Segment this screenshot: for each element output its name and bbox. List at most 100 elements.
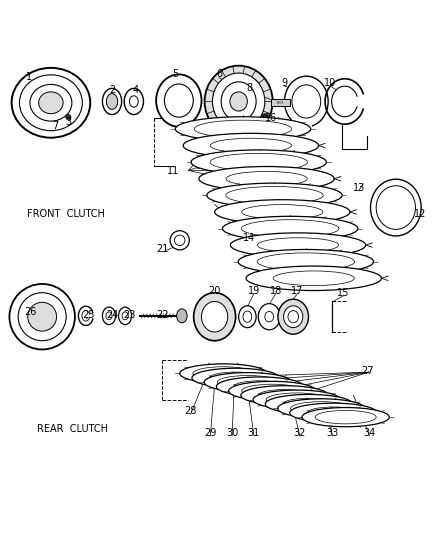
Ellipse shape — [217, 375, 279, 389]
Text: 13: 13 — [353, 183, 365, 193]
Ellipse shape — [253, 390, 340, 409]
Ellipse shape — [175, 117, 311, 141]
Text: 1: 1 — [26, 71, 32, 82]
Ellipse shape — [265, 394, 353, 414]
Ellipse shape — [106, 94, 118, 109]
Ellipse shape — [258, 304, 280, 330]
Text: 2: 2 — [109, 85, 115, 95]
Circle shape — [262, 114, 268, 120]
Text: 26: 26 — [24, 308, 36, 317]
Ellipse shape — [285, 76, 328, 127]
Ellipse shape — [229, 381, 316, 400]
Text: 32: 32 — [293, 429, 306, 438]
Ellipse shape — [156, 75, 201, 127]
Ellipse shape — [209, 372, 262, 384]
Ellipse shape — [164, 84, 193, 117]
Text: 22: 22 — [156, 310, 169, 319]
Ellipse shape — [246, 266, 381, 290]
Ellipse shape — [307, 407, 360, 418]
Ellipse shape — [239, 306, 256, 328]
Text: 29: 29 — [204, 429, 216, 438]
Ellipse shape — [207, 183, 342, 207]
Ellipse shape — [191, 150, 326, 174]
Ellipse shape — [180, 364, 267, 383]
Ellipse shape — [130, 96, 138, 107]
Text: 6: 6 — [216, 69, 222, 79]
Ellipse shape — [192, 368, 279, 387]
Ellipse shape — [216, 377, 304, 396]
Ellipse shape — [258, 238, 339, 253]
Text: 8: 8 — [247, 83, 253, 93]
Ellipse shape — [124, 88, 144, 115]
Ellipse shape — [19, 75, 82, 131]
Text: 15: 15 — [337, 288, 350, 298]
Ellipse shape — [258, 390, 311, 401]
Ellipse shape — [212, 73, 265, 130]
Text: 18: 18 — [270, 286, 282, 295]
Ellipse shape — [230, 233, 366, 257]
Ellipse shape — [183, 133, 318, 158]
Ellipse shape — [210, 154, 307, 171]
Ellipse shape — [273, 271, 354, 286]
Ellipse shape — [102, 307, 116, 325]
Ellipse shape — [12, 68, 90, 138]
Bar — [301, 122, 311, 129]
Ellipse shape — [205, 66, 273, 138]
Ellipse shape — [204, 373, 291, 392]
Ellipse shape — [234, 381, 286, 392]
Ellipse shape — [221, 82, 256, 121]
Ellipse shape — [223, 216, 358, 241]
Ellipse shape — [241, 386, 328, 405]
Ellipse shape — [242, 205, 323, 219]
Ellipse shape — [302, 408, 389, 427]
Ellipse shape — [288, 311, 298, 323]
Ellipse shape — [243, 311, 252, 322]
Ellipse shape — [257, 253, 355, 271]
Text: 12: 12 — [413, 209, 426, 219]
Ellipse shape — [315, 410, 376, 424]
Ellipse shape — [292, 85, 321, 118]
Text: FRONT  CLUTCH: FRONT CLUTCH — [27, 209, 105, 219]
Ellipse shape — [170, 231, 189, 250]
Ellipse shape — [177, 309, 187, 323]
Ellipse shape — [371, 179, 421, 236]
Ellipse shape — [28, 302, 57, 331]
Ellipse shape — [265, 311, 274, 322]
Text: 9: 9 — [282, 78, 288, 88]
Ellipse shape — [238, 249, 374, 274]
Ellipse shape — [194, 120, 292, 138]
Ellipse shape — [376, 185, 416, 229]
Ellipse shape — [266, 393, 327, 406]
Text: 10: 10 — [324, 78, 336, 88]
Text: 3: 3 — [65, 117, 71, 127]
Text: IIIIII: IIIIII — [277, 101, 283, 105]
Ellipse shape — [102, 88, 122, 115]
Ellipse shape — [226, 187, 323, 204]
Text: 25: 25 — [82, 310, 94, 319]
Text: 31: 31 — [248, 429, 260, 438]
Ellipse shape — [226, 172, 307, 186]
Ellipse shape — [283, 398, 335, 410]
Ellipse shape — [174, 235, 185, 246]
Ellipse shape — [210, 138, 291, 153]
Ellipse shape — [122, 312, 128, 320]
Ellipse shape — [278, 399, 365, 418]
Text: 24: 24 — [106, 310, 118, 319]
Text: 30: 30 — [226, 429, 238, 438]
Ellipse shape — [241, 220, 339, 237]
Text: 17: 17 — [291, 286, 304, 295]
Text: 11: 11 — [167, 166, 179, 176]
Text: 21: 21 — [156, 244, 169, 254]
Ellipse shape — [10, 284, 75, 350]
Ellipse shape — [278, 299, 308, 334]
Ellipse shape — [193, 367, 254, 380]
Text: 23: 23 — [124, 310, 136, 319]
Text: 19: 19 — [248, 286, 260, 295]
Text: 28: 28 — [184, 407, 197, 416]
Ellipse shape — [284, 306, 303, 328]
Ellipse shape — [230, 92, 247, 111]
Text: 4: 4 — [133, 85, 139, 95]
Text: 33: 33 — [326, 429, 339, 438]
Ellipse shape — [199, 166, 334, 191]
Text: 7: 7 — [52, 121, 58, 131]
